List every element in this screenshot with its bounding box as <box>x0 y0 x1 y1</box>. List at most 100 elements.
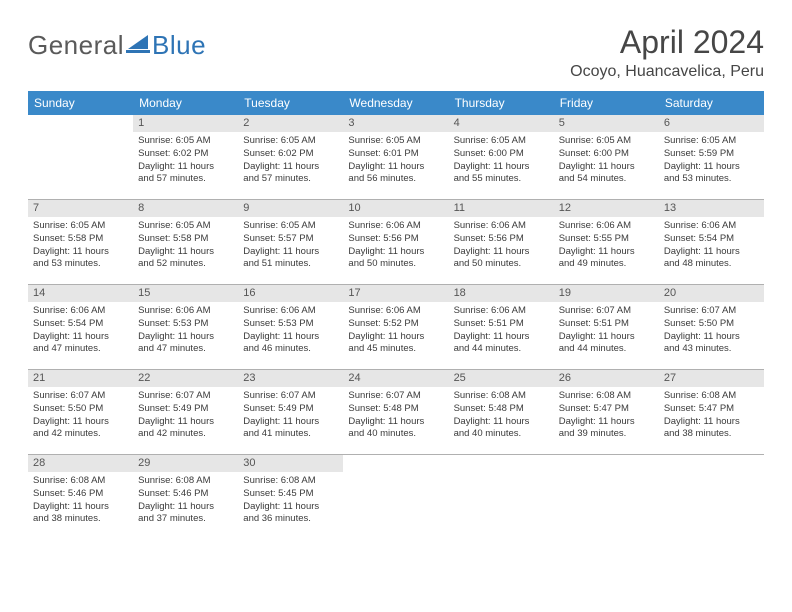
day-number: 10 <box>343 200 448 217</box>
weekday-header: Wednesday <box>343 91 448 115</box>
calendar-day-cell: 5Sunrise: 6:05 AM Sunset: 6:00 PM Daylig… <box>554 115 659 200</box>
weekday-header: Friday <box>554 91 659 115</box>
page-root: General Blue April 2024 Ocoyo, Huancavel… <box>0 0 792 563</box>
day-details: Sunrise: 6:08 AM Sunset: 5:46 PM Dayligh… <box>28 472 133 531</box>
weekday-header: Thursday <box>449 91 554 115</box>
calendar-week-row: 7Sunrise: 6:05 AM Sunset: 5:58 PM Daylig… <box>28 200 764 285</box>
calendar-day-cell: 20Sunrise: 6:07 AM Sunset: 5:50 PM Dayli… <box>659 285 764 370</box>
calendar-day-cell: 23Sunrise: 6:07 AM Sunset: 5:49 PM Dayli… <box>238 370 343 455</box>
brand-name-part2: Blue <box>152 30 206 61</box>
calendar-day-cell: 12Sunrise: 6:06 AM Sunset: 5:55 PM Dayli… <box>554 200 659 285</box>
calendar-day-cell: 21Sunrise: 6:07 AM Sunset: 5:50 PM Dayli… <box>28 370 133 455</box>
weekday-header: Sunday <box>28 91 133 115</box>
calendar-day-cell: 28Sunrise: 6:08 AM Sunset: 5:46 PM Dayli… <box>28 455 133 540</box>
day-details: Sunrise: 6:05 AM Sunset: 6:01 PM Dayligh… <box>343 132 448 191</box>
day-details: Sunrise: 6:06 AM Sunset: 5:51 PM Dayligh… <box>449 302 554 361</box>
day-details: Sunrise: 6:07 AM Sunset: 5:48 PM Dayligh… <box>343 387 448 446</box>
day-number: 30 <box>238 455 343 472</box>
day-details: Sunrise: 6:07 AM Sunset: 5:50 PM Dayligh… <box>28 387 133 446</box>
day-details: Sunrise: 6:06 AM Sunset: 5:56 PM Dayligh… <box>449 217 554 276</box>
day-number: 8 <box>133 200 238 217</box>
calendar-day-cell: 10Sunrise: 6:06 AM Sunset: 5:56 PM Dayli… <box>343 200 448 285</box>
day-details: Sunrise: 6:06 AM Sunset: 5:53 PM Dayligh… <box>133 302 238 361</box>
calendar-day-cell: 14Sunrise: 6:06 AM Sunset: 5:54 PM Dayli… <box>28 285 133 370</box>
calendar-week-row: 14Sunrise: 6:06 AM Sunset: 5:54 PM Dayli… <box>28 285 764 370</box>
calendar-day-cell: .. <box>554 455 659 540</box>
day-number: 26 <box>554 370 659 387</box>
day-details: Sunrise: 6:05 AM Sunset: 6:02 PM Dayligh… <box>133 132 238 191</box>
location-text: Ocoyo, Huancavelica, Peru <box>570 63 764 81</box>
day-details: Sunrise: 6:06 AM Sunset: 5:52 PM Dayligh… <box>343 302 448 361</box>
calendar-day-cell: 26Sunrise: 6:08 AM Sunset: 5:47 PM Dayli… <box>554 370 659 455</box>
day-number: 25 <box>449 370 554 387</box>
day-details: Sunrise: 6:06 AM Sunset: 5:53 PM Dayligh… <box>238 302 343 361</box>
day-details: Sunrise: 6:08 AM Sunset: 5:46 PM Dayligh… <box>133 472 238 531</box>
day-number: 12 <box>554 200 659 217</box>
calendar-day-cell: .. <box>659 455 764 540</box>
day-number: 2 <box>238 115 343 132</box>
day-number: 3 <box>343 115 448 132</box>
day-details: Sunrise: 6:06 AM Sunset: 5:54 PM Dayligh… <box>659 217 764 276</box>
calendar-day-cell: 30Sunrise: 6:08 AM Sunset: 5:45 PM Dayli… <box>238 455 343 540</box>
day-number: 27 <box>659 370 764 387</box>
day-number: 20 <box>659 285 764 302</box>
day-details: Sunrise: 6:06 AM Sunset: 5:54 PM Dayligh… <box>28 302 133 361</box>
weekday-header: Tuesday <box>238 91 343 115</box>
calendar-day-cell: 13Sunrise: 6:06 AM Sunset: 5:54 PM Dayli… <box>659 200 764 285</box>
day-number: 14 <box>28 285 133 302</box>
day-number: 24 <box>343 370 448 387</box>
weekday-header: Saturday <box>659 91 764 115</box>
day-details: Sunrise: 6:07 AM Sunset: 5:49 PM Dayligh… <box>133 387 238 446</box>
calendar-day-cell: 9Sunrise: 6:05 AM Sunset: 5:57 PM Daylig… <box>238 200 343 285</box>
day-number: 1 <box>133 115 238 132</box>
weekday-header: Monday <box>133 91 238 115</box>
title-block: April 2024 Ocoyo, Huancavelica, Peru <box>570 24 764 81</box>
day-number: 28 <box>28 455 133 472</box>
calendar-day-cell: 7Sunrise: 6:05 AM Sunset: 5:58 PM Daylig… <box>28 200 133 285</box>
day-details: Sunrise: 6:08 AM Sunset: 5:48 PM Dayligh… <box>449 387 554 446</box>
day-details: Sunrise: 6:05 AM Sunset: 5:58 PM Dayligh… <box>133 217 238 276</box>
calendar-day-cell: 2Sunrise: 6:05 AM Sunset: 6:02 PM Daylig… <box>238 115 343 200</box>
day-details: Sunrise: 6:08 AM Sunset: 5:47 PM Dayligh… <box>554 387 659 446</box>
calendar-day-cell: .. <box>449 455 554 540</box>
day-number: 11 <box>449 200 554 217</box>
calendar-day-cell: 1Sunrise: 6:05 AM Sunset: 6:02 PM Daylig… <box>133 115 238 200</box>
day-number: 21 <box>28 370 133 387</box>
calendar-day-cell: 15Sunrise: 6:06 AM Sunset: 5:53 PM Dayli… <box>133 285 238 370</box>
day-details: Sunrise: 6:07 AM Sunset: 5:51 PM Dayligh… <box>554 302 659 361</box>
calendar-day-cell: 24Sunrise: 6:07 AM Sunset: 5:48 PM Dayli… <box>343 370 448 455</box>
day-details: Sunrise: 6:05 AM Sunset: 6:02 PM Dayligh… <box>238 132 343 191</box>
day-number: 23 <box>238 370 343 387</box>
day-number: 22 <box>133 370 238 387</box>
header: General Blue April 2024 Ocoyo, Huancavel… <box>28 24 764 81</box>
day-details: Sunrise: 6:06 AM Sunset: 5:56 PM Dayligh… <box>343 217 448 276</box>
calendar-day-cell: 17Sunrise: 6:06 AM Sunset: 5:52 PM Dayli… <box>343 285 448 370</box>
calendar-head: SundayMondayTuesdayWednesdayThursdayFrid… <box>28 91 764 115</box>
day-details: Sunrise: 6:06 AM Sunset: 5:55 PM Dayligh… <box>554 217 659 276</box>
day-details: Sunrise: 6:08 AM Sunset: 5:47 PM Dayligh… <box>659 387 764 446</box>
calendar-day-cell: 25Sunrise: 6:08 AM Sunset: 5:48 PM Dayli… <box>449 370 554 455</box>
day-details: Sunrise: 6:05 AM Sunset: 6:00 PM Dayligh… <box>554 132 659 191</box>
day-details: Sunrise: 6:05 AM Sunset: 5:58 PM Dayligh… <box>28 217 133 276</box>
calendar-week-row: 21Sunrise: 6:07 AM Sunset: 5:50 PM Dayli… <box>28 370 764 455</box>
calendar-day-cell: 3Sunrise: 6:05 AM Sunset: 6:01 PM Daylig… <box>343 115 448 200</box>
day-details: Sunrise: 6:05 AM Sunset: 5:59 PM Dayligh… <box>659 132 764 191</box>
calendar-day-cell: .. <box>28 115 133 200</box>
calendar-day-cell: 18Sunrise: 6:06 AM Sunset: 5:51 PM Dayli… <box>449 285 554 370</box>
day-number: 17 <box>343 285 448 302</box>
brand-blue-wrap: Blue <box>126 30 206 61</box>
day-number: 7 <box>28 200 133 217</box>
month-title: April 2024 <box>570 24 764 61</box>
calendar-day-cell: 6Sunrise: 6:05 AM Sunset: 5:59 PM Daylig… <box>659 115 764 200</box>
day-number: 18 <box>449 285 554 302</box>
day-number: 16 <box>238 285 343 302</box>
calendar-body: ..1Sunrise: 6:05 AM Sunset: 6:02 PM Dayl… <box>28 115 764 539</box>
day-number: 19 <box>554 285 659 302</box>
day-number: 6 <box>659 115 764 132</box>
calendar-day-cell: 27Sunrise: 6:08 AM Sunset: 5:47 PM Dayli… <box>659 370 764 455</box>
weekday-row: SundayMondayTuesdayWednesdayThursdayFrid… <box>28 91 764 115</box>
calendar-day-cell: 8Sunrise: 6:05 AM Sunset: 5:58 PM Daylig… <box>133 200 238 285</box>
day-details: Sunrise: 6:07 AM Sunset: 5:49 PM Dayligh… <box>238 387 343 446</box>
sail-icon <box>126 33 150 58</box>
day-number: 4 <box>449 115 554 132</box>
